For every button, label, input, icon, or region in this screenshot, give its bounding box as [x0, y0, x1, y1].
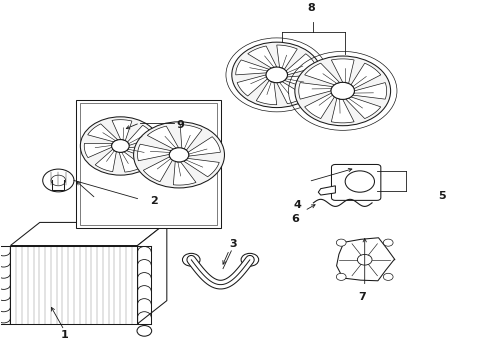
Circle shape — [112, 140, 129, 152]
Polygon shape — [184, 158, 219, 177]
Polygon shape — [256, 80, 277, 105]
Circle shape — [295, 56, 391, 126]
Circle shape — [182, 253, 200, 266]
Polygon shape — [144, 157, 172, 182]
Polygon shape — [248, 46, 277, 68]
Circle shape — [137, 325, 152, 336]
Polygon shape — [180, 125, 202, 150]
Text: 1: 1 — [60, 330, 68, 340]
Polygon shape — [112, 120, 132, 141]
Polygon shape — [353, 82, 387, 99]
Polygon shape — [88, 124, 118, 142]
FancyBboxPatch shape — [331, 165, 381, 201]
Circle shape — [232, 42, 322, 108]
Circle shape — [266, 67, 288, 83]
Polygon shape — [147, 126, 178, 149]
Circle shape — [331, 82, 354, 99]
Polygon shape — [95, 149, 116, 172]
Text: 7: 7 — [358, 292, 366, 302]
Circle shape — [134, 122, 224, 188]
Polygon shape — [10, 222, 167, 246]
Polygon shape — [284, 75, 318, 90]
FancyBboxPatch shape — [76, 100, 221, 228]
Circle shape — [169, 148, 189, 162]
Text: 2: 2 — [150, 196, 157, 206]
Polygon shape — [119, 152, 143, 172]
Text: 6: 6 — [291, 214, 299, 224]
Polygon shape — [346, 97, 381, 118]
Circle shape — [345, 171, 374, 192]
Circle shape — [43, 169, 74, 192]
Polygon shape — [236, 60, 269, 75]
Circle shape — [241, 253, 259, 266]
Text: 9: 9 — [176, 120, 184, 130]
Polygon shape — [299, 82, 333, 99]
Polygon shape — [351, 63, 381, 89]
Circle shape — [336, 239, 346, 246]
Polygon shape — [84, 143, 112, 158]
Text: 8: 8 — [307, 3, 315, 13]
Circle shape — [383, 239, 393, 246]
Polygon shape — [318, 186, 335, 195]
Polygon shape — [305, 63, 340, 85]
Circle shape — [80, 117, 160, 175]
Polygon shape — [237, 75, 268, 96]
Polygon shape — [138, 222, 167, 324]
Polygon shape — [126, 146, 157, 160]
Polygon shape — [286, 54, 317, 75]
Text: 3: 3 — [229, 239, 237, 249]
Polygon shape — [305, 93, 335, 118]
Polygon shape — [173, 161, 196, 185]
Circle shape — [336, 273, 346, 280]
Polygon shape — [277, 82, 306, 104]
Text: 4: 4 — [294, 200, 301, 210]
Polygon shape — [188, 137, 220, 156]
Polygon shape — [331, 98, 354, 123]
Text: 5: 5 — [438, 191, 445, 201]
Polygon shape — [138, 144, 171, 161]
Polygon shape — [337, 238, 395, 281]
Circle shape — [357, 255, 372, 265]
Polygon shape — [331, 59, 354, 84]
Polygon shape — [127, 125, 154, 145]
Polygon shape — [277, 45, 297, 69]
Circle shape — [383, 273, 393, 280]
